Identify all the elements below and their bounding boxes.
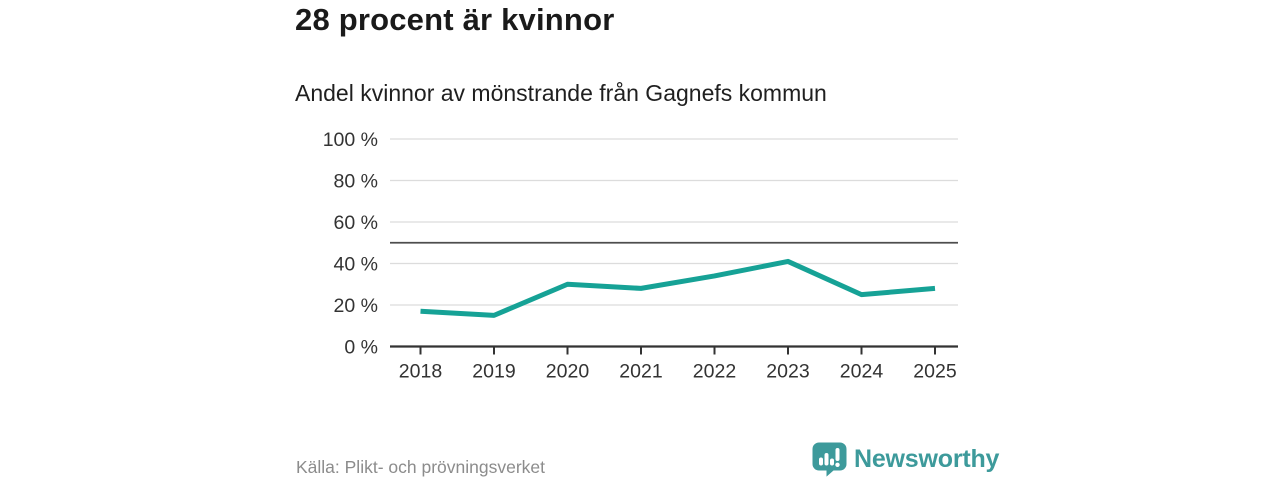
x-tick-label-2025: 2025 — [913, 361, 957, 383]
logo-exclamation-bar — [835, 448, 840, 461]
y-tick-label-40: 40 % — [334, 254, 378, 276]
logo-bar-1 — [819, 457, 823, 466]
x-tick-label-2024: 2024 — [840, 361, 884, 383]
y-tick-label-60: 60 % — [334, 212, 378, 234]
x-tick-label-2018: 2018 — [399, 361, 442, 383]
x-tick-label-2020: 2020 — [546, 361, 590, 383]
y-tick-label-20: 20 % — [334, 295, 378, 317]
x-tick-label-2019: 2019 — [472, 361, 515, 383]
data-line-andel-kvinnor — [420, 258, 936, 318]
chart-subtitle: Andel kvinnor av mönstrande från Gagnefs… — [295, 80, 827, 106]
logo-exclamation-dot — [835, 462, 840, 467]
x-tick-label-2022: 2022 — [693, 361, 736, 383]
logo-bar-2 — [824, 453, 829, 466]
speech-bubble-shape — [812, 442, 847, 477]
logo-bar-3 — [830, 458, 834, 466]
y-tick-label-100: 100 % — [323, 129, 378, 151]
x-tick-label-2023: 2023 — [766, 361, 809, 383]
x-tick-label-2021: 2021 — [619, 361, 662, 383]
brand-logo: Newsworthy — [812, 442, 999, 477]
page-title: 28 procent är kvinnor — [295, 2, 615, 37]
y-tick-label-0: 0 % — [344, 337, 378, 359]
y-tick-label-80: 80 % — [334, 171, 378, 193]
source-note: Källa: Plikt- och prövningsverket — [296, 457, 545, 477]
bar-chart-speech-bubble-icon — [812, 442, 847, 477]
brand-name: Newsworthy — [854, 445, 1000, 473]
